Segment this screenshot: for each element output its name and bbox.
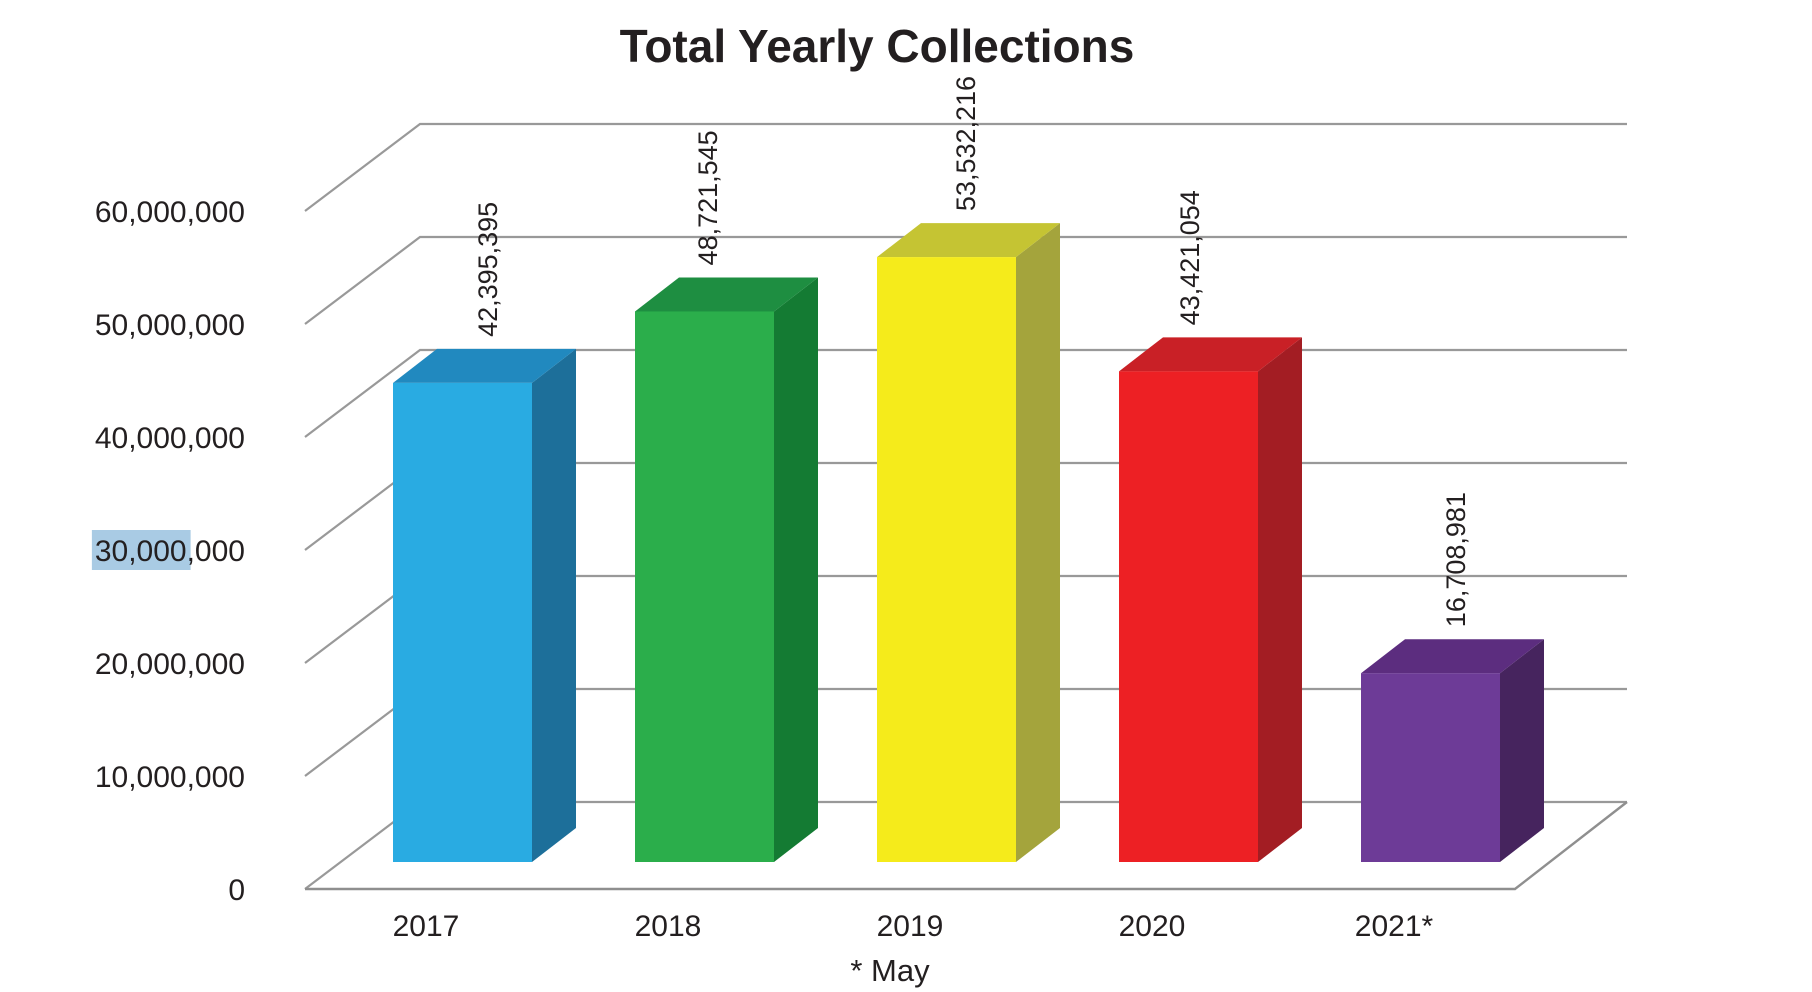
bar-front-face xyxy=(635,311,774,862)
bar-value-label: 53,532,216 xyxy=(951,76,981,211)
y-axis-tick-label: 50,000,000 xyxy=(95,309,245,342)
bar-2017[interactable] xyxy=(393,348,576,863)
y-axis-tick-label: 20,000,000 xyxy=(95,648,245,681)
bar-front-face xyxy=(877,257,1016,863)
bar-side-face xyxy=(1258,337,1302,862)
bar-top-face xyxy=(1119,337,1302,372)
bar-side-face xyxy=(1500,639,1544,862)
y-axis-tick-label: 10,000,000 xyxy=(95,761,245,794)
bar-front-face xyxy=(393,382,532,862)
x-axis-label: 2017 xyxy=(393,910,460,943)
bar-2020[interactable] xyxy=(1119,337,1302,862)
x-axis-label: 2018 xyxy=(635,910,702,943)
bar-top-face xyxy=(635,277,818,312)
plot-area: 42,395,395 48,721,545 53,532,216 43,421,054… xyxy=(91,76,1628,943)
x-axis-label: 2021* xyxy=(1355,910,1434,943)
bar-top-face xyxy=(877,223,1060,258)
y-axis-tick-label: 0 xyxy=(228,874,245,907)
y-axis-tick-label: 40,000,000 xyxy=(95,422,245,455)
bar-side-face xyxy=(532,348,576,863)
bar-2019[interactable] xyxy=(877,223,1060,863)
x-axis-label: 2020 xyxy=(1119,910,1186,943)
footnote: * May xyxy=(850,953,930,988)
bar-value-label: 16,708,981 xyxy=(1441,492,1471,627)
bar-side-face xyxy=(774,277,818,862)
gridline xyxy=(304,122,1627,212)
bar-value-label: 43,421,054 xyxy=(1175,190,1205,325)
bar-2021[interactable] xyxy=(1361,639,1544,862)
bar-front-face xyxy=(1361,673,1500,862)
gridline xyxy=(304,235,1627,325)
bar-front-face xyxy=(1119,371,1258,862)
x-axis-label: 2019 xyxy=(877,910,944,943)
y-axis-tick-label: 60,000,000 xyxy=(95,196,245,229)
x-axis-baseline xyxy=(305,801,1628,891)
bar-value-label: 42,395,395 xyxy=(473,202,503,337)
chart-title: Total Yearly Collections xyxy=(620,20,1135,72)
bar-top-face xyxy=(393,348,576,383)
bar-value-label: 48,721,545 xyxy=(693,130,723,265)
y-axis-tick-label: 30,000,000 xyxy=(95,535,245,568)
text-selection-highlight xyxy=(91,530,191,570)
bar-2018[interactable] xyxy=(635,277,818,862)
bar-top-face xyxy=(1361,639,1544,674)
bar-side-face xyxy=(1016,223,1060,863)
